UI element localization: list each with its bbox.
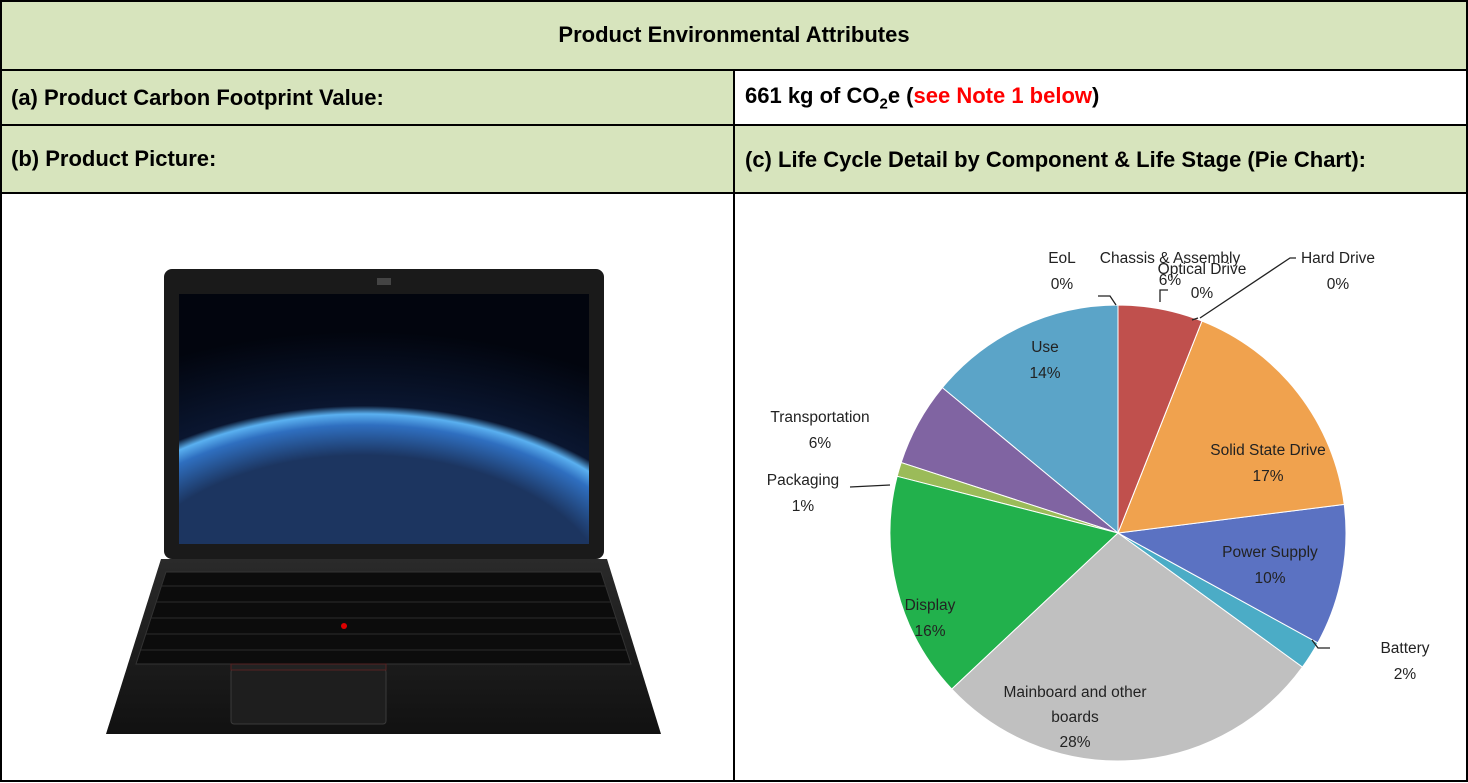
slice-value: 14% <box>1029 361 1060 386</box>
slice-value: 2% <box>1394 662 1416 687</box>
slice-name: Optical Drive <box>1142 257 1262 282</box>
slice-name: Hard Drive <box>1278 246 1398 271</box>
slice-name: EoL <box>1032 246 1092 271</box>
slice-value: 28% <box>1059 730 1090 755</box>
slice-value: 0% <box>1327 272 1349 297</box>
slice-name: Transportation <box>750 405 890 430</box>
slice-name: Use <box>1005 335 1085 360</box>
slice-name: Packaging <box>753 468 853 493</box>
slice-value: 1% <box>792 494 814 519</box>
slice-name: Solid State Drive <box>1188 438 1348 463</box>
slice-value: 16% <box>914 619 945 644</box>
slice-value: 17% <box>1252 464 1283 489</box>
page: Product Environmental Attributes (a) Pro… <box>0 0 1468 782</box>
slice-value: 6% <box>809 431 831 456</box>
slice-value: 0% <box>1191 281 1213 306</box>
slice-name: Power Supply <box>1200 540 1340 565</box>
slice-value: 10% <box>1254 566 1285 591</box>
slice-value: 0% <box>1051 272 1073 297</box>
slice-name: Mainboard and other boards <box>1000 680 1150 730</box>
slice-name: Display <box>880 593 980 618</box>
slice-name: Battery <box>1365 636 1445 661</box>
pie-chart <box>0 0 1468 782</box>
